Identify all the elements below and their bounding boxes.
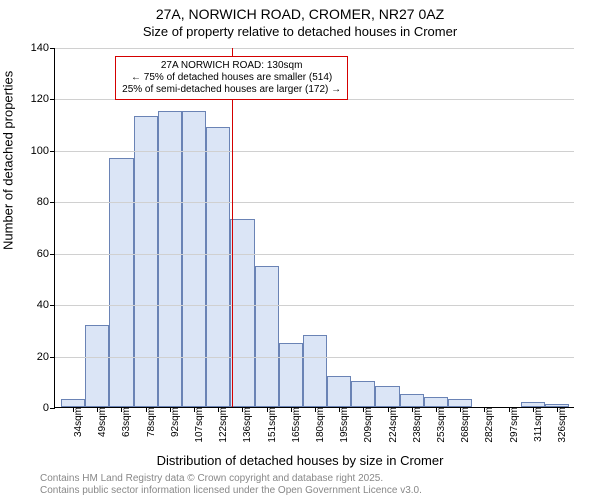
histogram-bar [134,116,158,407]
attribution-line-2: Contains public sector information licen… [40,485,422,496]
xtick-label: 268sqm [456,407,471,443]
ytick-label: 140 [31,42,55,54]
attribution-line-1: Contains HM Land Registry data © Crown c… [40,473,383,484]
gridline [55,151,574,152]
histogram-bar [279,343,303,407]
xtick-label: 151sqm [263,407,278,443]
xtick-label: 326sqm [553,407,568,443]
ytick-label: 100 [31,145,55,157]
bars-container [55,48,574,407]
ytick-label: 120 [31,93,55,105]
annotation-box: 27A NORWICH ROAD: 130sqm← 75% of detache… [115,56,348,100]
ytick-label: 60 [37,248,55,260]
histogram-bar [206,127,230,407]
histogram-bar [327,376,351,407]
xtick-label: 92sqm [166,407,181,437]
annotation-line: 25% of semi-detached houses are larger (… [122,84,341,96]
xtick-label: 63sqm [117,407,132,437]
histogram-bar [109,158,133,407]
xtick-label: 209sqm [359,407,374,443]
histogram-bar [158,111,182,407]
histogram-bar [448,399,472,407]
chart-title: 27A, NORWICH ROAD, CROMER, NR27 0AZ [0,6,600,22]
xtick-label: 136sqm [238,407,253,443]
gridline [55,357,574,358]
histogram-bar [182,111,206,407]
annotation-line: 27A NORWICH ROAD: 130sqm [122,60,341,72]
gridline [55,254,574,255]
histogram-bar [375,386,399,407]
ytick-label: 80 [37,196,55,208]
x-axis-label: Distribution of detached houses by size … [0,453,600,468]
xtick-label: 165sqm [287,407,302,443]
histogram-bar [255,266,279,407]
xtick-label: 34sqm [69,407,84,437]
gridline [55,48,574,49]
xtick-label: 107sqm [190,407,205,443]
xtick-label: 195sqm [335,407,350,443]
histogram-bar [303,335,327,407]
histogram-bar [424,397,448,407]
xtick-label: 238sqm [408,407,423,443]
ytick-label: 20 [37,351,55,363]
histogram-bar [85,325,109,407]
y-axis-label: Number of detached properties [1,71,16,250]
xtick-label: 311sqm [529,407,544,442]
gridline [55,305,574,306]
xtick-label: 297sqm [505,407,520,443]
gridline [55,202,574,203]
xtick-label: 253sqm [432,407,447,443]
histogram-bar [400,394,424,407]
plot-area: 02040608010012014034sqm49sqm63sqm78sqm92… [54,48,574,408]
xtick-label: 78sqm [142,407,157,437]
xtick-label: 180sqm [311,407,326,443]
ytick-label: 0 [43,402,55,414]
histogram-bar [351,381,375,407]
histogram-chart: 27A, NORWICH ROAD, CROMER, NR27 0AZ Size… [0,0,600,500]
xtick-label: 122sqm [214,407,229,443]
annotation-line: ← 75% of detached houses are smaller (51… [122,72,341,84]
xtick-label: 224sqm [384,407,399,443]
reference-line [232,48,233,407]
chart-subtitle: Size of property relative to detached ho… [0,24,600,39]
histogram-bar [230,219,254,407]
ytick-label: 40 [37,299,55,311]
histogram-bar [61,399,85,407]
xtick-label: 49sqm [93,407,108,437]
xtick-label: 282sqm [480,407,495,443]
